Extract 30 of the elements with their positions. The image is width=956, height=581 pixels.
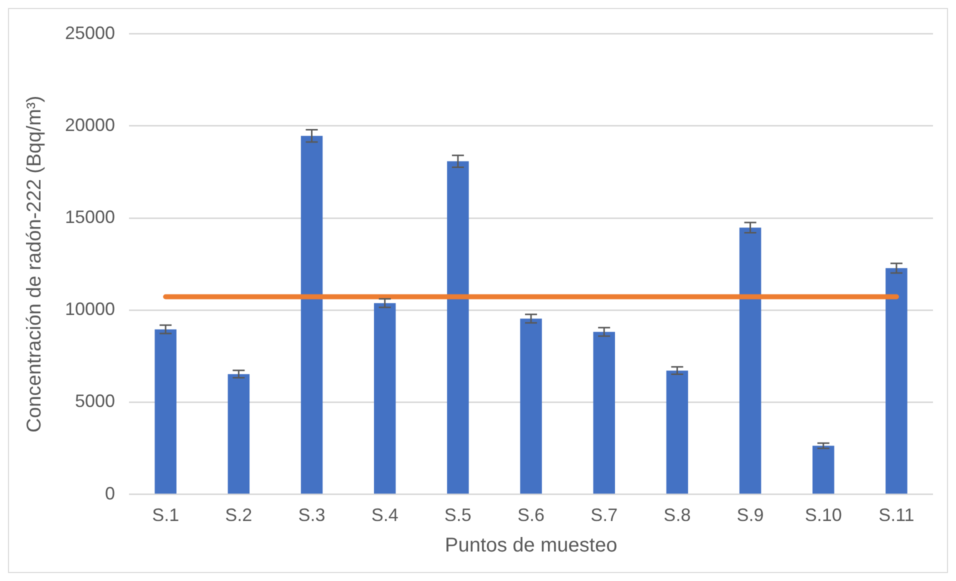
- x-tick-label: S.4: [371, 505, 398, 526]
- bar: [886, 268, 908, 494]
- y-tick-label: 20000: [64, 114, 116, 135]
- bar: [154, 329, 176, 494]
- y-tick-label: 0: [105, 483, 116, 504]
- x-axis-title: Puntos de muesteo: [444, 534, 618, 557]
- y-tick-label: 25000: [64, 22, 116, 43]
- x-tick-label: S.2: [225, 505, 252, 526]
- y-tick-label: 15000: [64, 207, 116, 228]
- bar: [593, 332, 615, 494]
- bar: [374, 303, 396, 494]
- bar: [739, 228, 762, 494]
- x-tick-label: S.9: [736, 505, 764, 526]
- x-tick-label: S.11: [878, 505, 914, 526]
- bar: [520, 318, 542, 494]
- x-tick-label: S.6: [518, 505, 545, 526]
- x-tick-label: S.8: [664, 505, 691, 526]
- x-tick-label: S.7: [590, 505, 618, 526]
- bar: [447, 161, 469, 494]
- x-tick-label: S.10: [804, 505, 842, 526]
- bar: [228, 374, 250, 494]
- bar: [812, 446, 834, 494]
- x-tick-label: S.1: [152, 505, 180, 526]
- y-tick-label: 10000: [64, 299, 116, 320]
- x-tick-label: S.3: [298, 505, 326, 526]
- bar: [300, 136, 323, 494]
- y-tick-label: 5000: [75, 391, 116, 412]
- x-tick-label: S.5: [444, 505, 472, 526]
- bar: [666, 370, 688, 494]
- y-axis-title: Concentración de radón-222 (Bqq/m³): [24, 96, 46, 433]
